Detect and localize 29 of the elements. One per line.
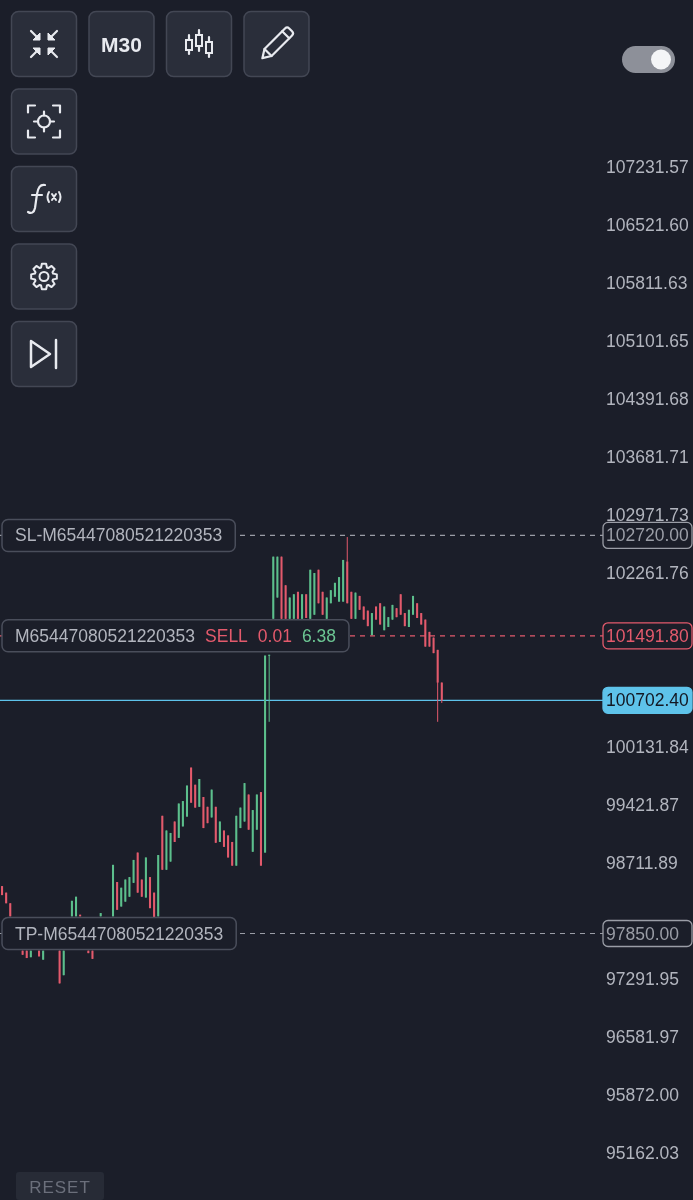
- y-tick-label: 105811.63: [606, 272, 688, 293]
- ref-line-label: SL-M65447080521220353: [15, 525, 223, 546]
- candlestick: [399, 593, 402, 616]
- y-tick-label: 103681.71: [606, 446, 689, 467]
- y-tick-label: 105101.65: [606, 330, 689, 351]
- annotation: RESET: [29, 1177, 91, 1197]
- text: 102720.00: [606, 525, 689, 546]
- y-tick-label: 97291.95: [606, 969, 679, 990]
- text: 97850.00: [606, 923, 680, 944]
- candlestick: [128, 876, 131, 898]
- y-tick-label: 106521.60: [606, 214, 689, 235]
- annotation: M30: [101, 32, 142, 56]
- candlestick: [305, 593, 308, 619]
- text: 100702.40: [606, 690, 689, 711]
- y-tick-label: 107231.57: [606, 156, 689, 177]
- text: 101491.80: [606, 625, 689, 646]
- candlestick: [379, 602, 382, 626]
- ref-line-label: M65447080521220353 SELL 0.01 6.38: [15, 625, 336, 646]
- y-tick-label: 98711.89: [606, 853, 678, 874]
- y-tick-label: 95162.03: [606, 1143, 679, 1164]
- y-tick-label: 102971.73: [606, 504, 689, 525]
- y-tick-label: 96581.97: [606, 1027, 679, 1048]
- candlestick: [268, 654, 271, 723]
- y-tick-label: 100131.84: [606, 736, 689, 757]
- ref-line-label: TP-M65447080521220353: [15, 923, 224, 944]
- y-tick-label: 102261.76: [606, 562, 689, 583]
- y-tick-label: 104391.68: [606, 388, 689, 409]
- y-tick-label: 99421.87: [606, 795, 679, 816]
- y-tick-label: 95872.00: [606, 1085, 680, 1106]
